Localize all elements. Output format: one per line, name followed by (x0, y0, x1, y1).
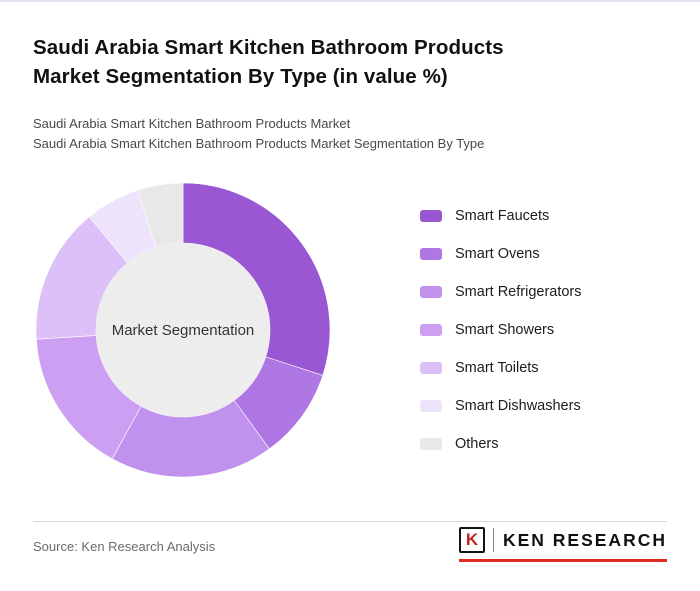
legend-label: Smart Showers (455, 322, 555, 338)
logo-text: KEN RESEARCH (502, 529, 667, 550)
top-accent-bar (0, 0, 700, 2)
subtitle-market: Saudi Arabia Smart Kitchen Bathroom Prod… (33, 116, 351, 131)
legend-item-smart-dishwashers: Smart Dishwashers (420, 396, 582, 416)
donut-chart: Market Segmentation (35, 182, 331, 478)
legend-swatch-smart-showers (420, 324, 442, 336)
legend-swatch-smart-toilets (420, 362, 442, 374)
legend-swatch-smart-ovens (420, 248, 442, 260)
page-title: Saudi Arabia Smart Kitchen Bathroom Prod… (33, 33, 504, 91)
legend-item-smart-showers: Smart Showers (420, 320, 582, 340)
legend-item-smart-toilets: Smart Toilets (420, 358, 582, 378)
logo-k-letter: K (465, 530, 479, 549)
legend-label: Smart Dishwashers (455, 398, 581, 414)
logo-divider (492, 528, 494, 552)
source-note: Source: Ken Research Analysis (33, 539, 216, 554)
legend-label: Others (455, 436, 499, 452)
footer-divider (33, 521, 667, 522)
page-title-line2: Market Segmentation By Type (in value %) (33, 65, 448, 88)
chart-legend: Smart Faucets Smart Ovens Smart Refriger… (420, 206, 582, 472)
legend-item-smart-refrigerators: Smart Refrigerators (420, 282, 582, 302)
donut-center-label: Market Segmentation (111, 322, 255, 339)
legend-swatch-smart-dishwashers (420, 400, 442, 412)
legend-label: Smart Toilets (455, 360, 539, 376)
legend-swatch-smart-refrigerators (420, 286, 442, 298)
legend-label: Smart Ovens (455, 246, 540, 262)
legend-swatch-smart-faucets (420, 210, 442, 222)
legend-item-others: Others (420, 434, 582, 454)
logo-k-mark: K (458, 527, 485, 553)
legend-label: Smart Refrigerators (455, 284, 582, 300)
page-title-line1: Saudi Arabia Smart Kitchen Bathroom Prod… (33, 36, 504, 59)
donut-center-circle (96, 243, 270, 417)
legend-item-smart-faucets: Smart Faucets (420, 206, 582, 226)
ken-research-logo: K KEN RESEARCH (458, 527, 667, 562)
legend-swatch-others (420, 438, 442, 450)
donut-svg (35, 182, 331, 478)
legend-item-smart-ovens: Smart Ovens (420, 244, 582, 264)
subtitle-segmentation: Saudi Arabia Smart Kitchen Bathroom Prod… (33, 136, 485, 151)
legend-label: Smart Faucets (455, 208, 550, 224)
